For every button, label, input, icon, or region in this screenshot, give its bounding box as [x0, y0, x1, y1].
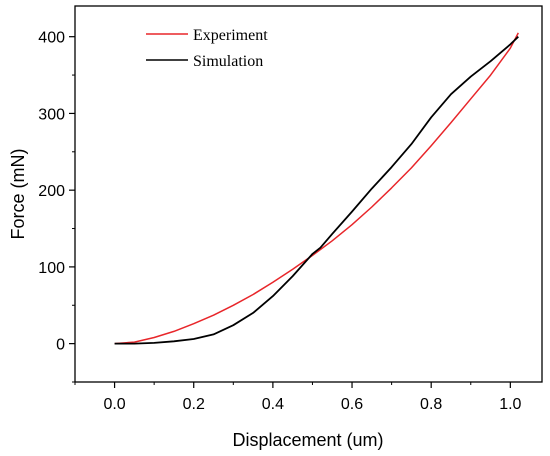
- y-tick-label: 200: [38, 183, 65, 200]
- y-tick-label: 300: [38, 106, 65, 123]
- series-line-simulation: [114, 36, 519, 345]
- legend-label-experiment: Experiment: [193, 27, 268, 44]
- x-axis-ticks: 0.0 0.2 0.4 0.6 0.8 1.0: [74, 382, 522, 413]
- series-layer: [114, 32, 519, 345]
- x-axis-title: Displacement (um): [232, 430, 383, 450]
- x-tick-label: 0.0: [103, 396, 125, 413]
- legend-label-simulation: Simulation: [193, 53, 263, 70]
- x-tick-label: 0.6: [341, 396, 363, 413]
- y-tick-label: 100: [38, 260, 65, 277]
- x-tick-label: 1.0: [499, 396, 521, 413]
- legend: Experiment Simulation: [146, 27, 268, 70]
- y-axis-ticks: 0 100 200 300 400: [38, 30, 75, 383]
- x-tick-label: 0.8: [420, 396, 442, 413]
- y-axis-title: Force (mN): [8, 149, 28, 240]
- y-tick-label: 0: [56, 337, 65, 354]
- plot-frame: [74, 5, 543, 383]
- x-tick-label: 0.4: [262, 396, 284, 413]
- series-line-experiment: [114, 32, 519, 345]
- y-tick-label: 400: [38, 30, 65, 47]
- x-tick-label: 0.2: [183, 396, 205, 413]
